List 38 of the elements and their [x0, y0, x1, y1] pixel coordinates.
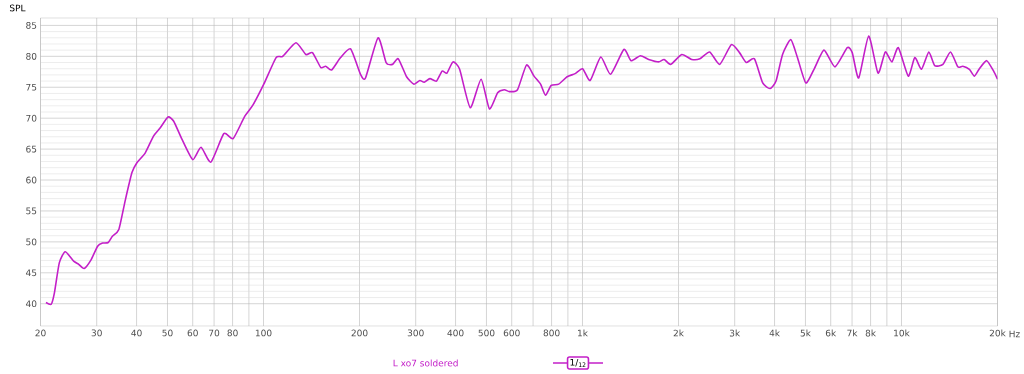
x-tick-label: 4k	[769, 329, 780, 337]
x-tick-label: 100	[255, 329, 272, 337]
x-tick-label: 1k	[578, 329, 588, 337]
y-tick-label: 70	[26, 114, 37, 122]
x-tick-label: 400	[447, 329, 464, 337]
y-tick-label: 55	[26, 207, 37, 215]
x-tick-label: 6k	[825, 329, 837, 337]
y-tick-label: 75	[26, 83, 37, 91]
y-axis-title: SPL	[9, 4, 26, 12]
text: 1/$_{12}$	[570, 359, 586, 367]
x-tick-label: 500	[478, 329, 495, 337]
x-tick-label: 5k	[800, 329, 811, 337]
x-tick-label: 80	[227, 329, 238, 337]
x-tick-label: 7k	[847, 329, 858, 337]
x-tick-label: 30	[91, 329, 102, 337]
y-tick-label: 85	[26, 22, 37, 29]
y-tick-label: 60	[26, 176, 37, 184]
x-axis-title: Hz	[1009, 330, 1020, 338]
x-tick-label: 20	[35, 329, 46, 337]
x-tick-label: 600	[503, 329, 520, 337]
y-tick-label: 80	[26, 52, 37, 60]
x-tick-label: 10k	[894, 329, 910, 337]
x-tick-label: 800	[543, 329, 560, 337]
text: L xo7 soldered	[393, 359, 458, 367]
x-tick-label: 3k	[729, 329, 741, 337]
x-tick-label: 300	[407, 329, 424, 337]
x-tick-label: 2k	[673, 329, 684, 337]
x-tick-label: 40	[131, 329, 142, 337]
x-tick-label: 50	[162, 329, 173, 337]
x-tick-label: 70	[209, 329, 220, 337]
y-tick-label: 65	[26, 145, 37, 153]
x-tick-label: 8k	[865, 329, 877, 337]
y-tick-label: 50	[26, 238, 37, 246]
y-tick-label: 40	[25, 300, 37, 308]
x-tick-label: 20k	[989, 329, 1006, 337]
x-tick-label: 200	[351, 329, 368, 337]
y-tick-label: 45	[25, 269, 37, 277]
x-tick-label: 60	[187, 329, 198, 337]
